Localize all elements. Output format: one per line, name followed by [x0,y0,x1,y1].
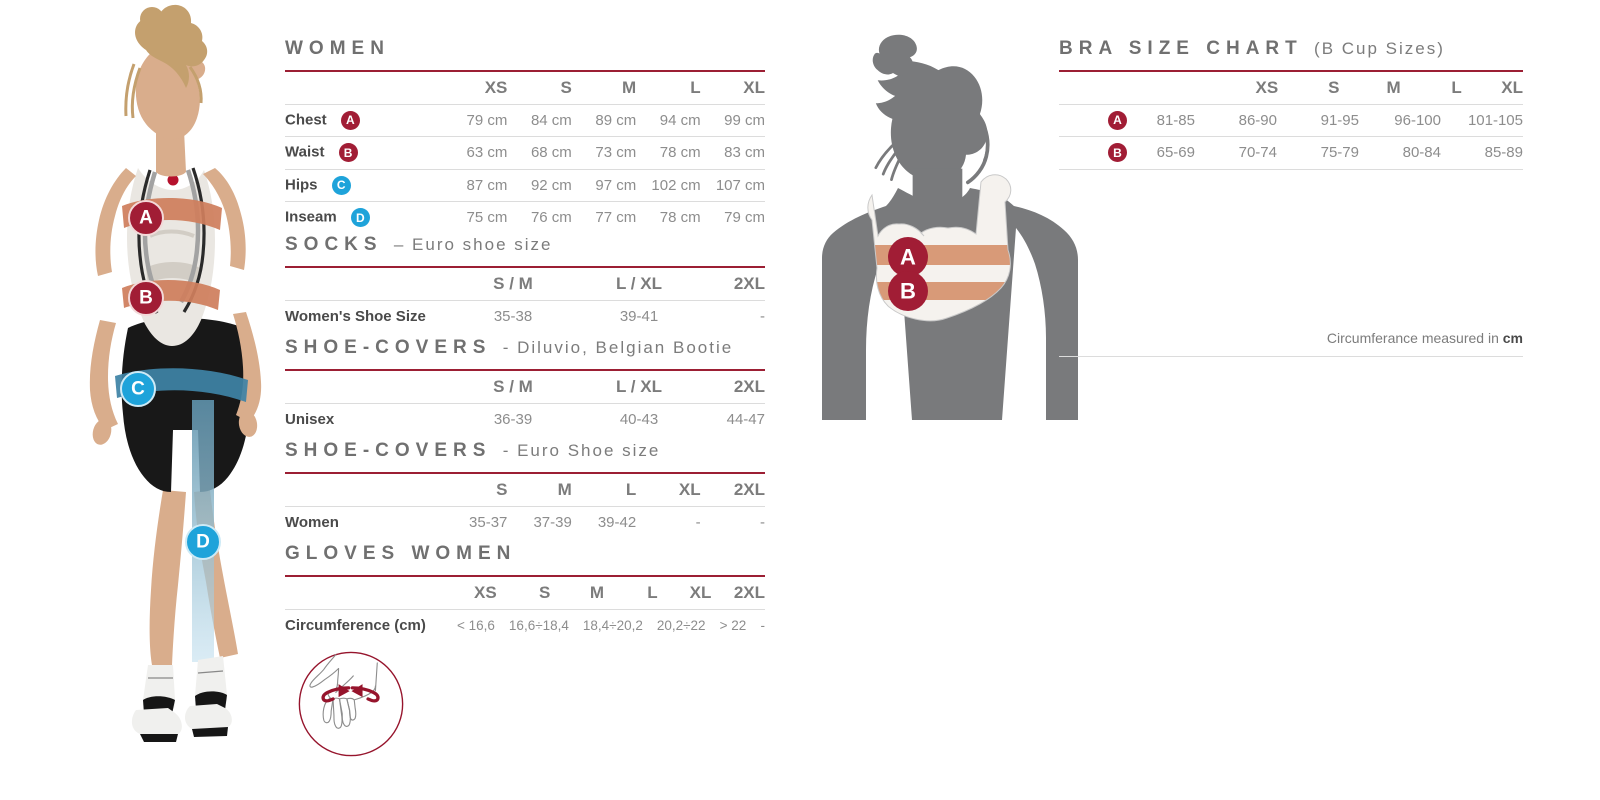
svg-text:B: B [900,279,916,304]
svg-text:C: C [131,379,145,400]
svg-text:B: B [139,288,153,309]
svg-text:A: A [900,245,916,270]
svg-text:A: A [139,208,153,229]
svg-text:D: D [196,532,210,553]
